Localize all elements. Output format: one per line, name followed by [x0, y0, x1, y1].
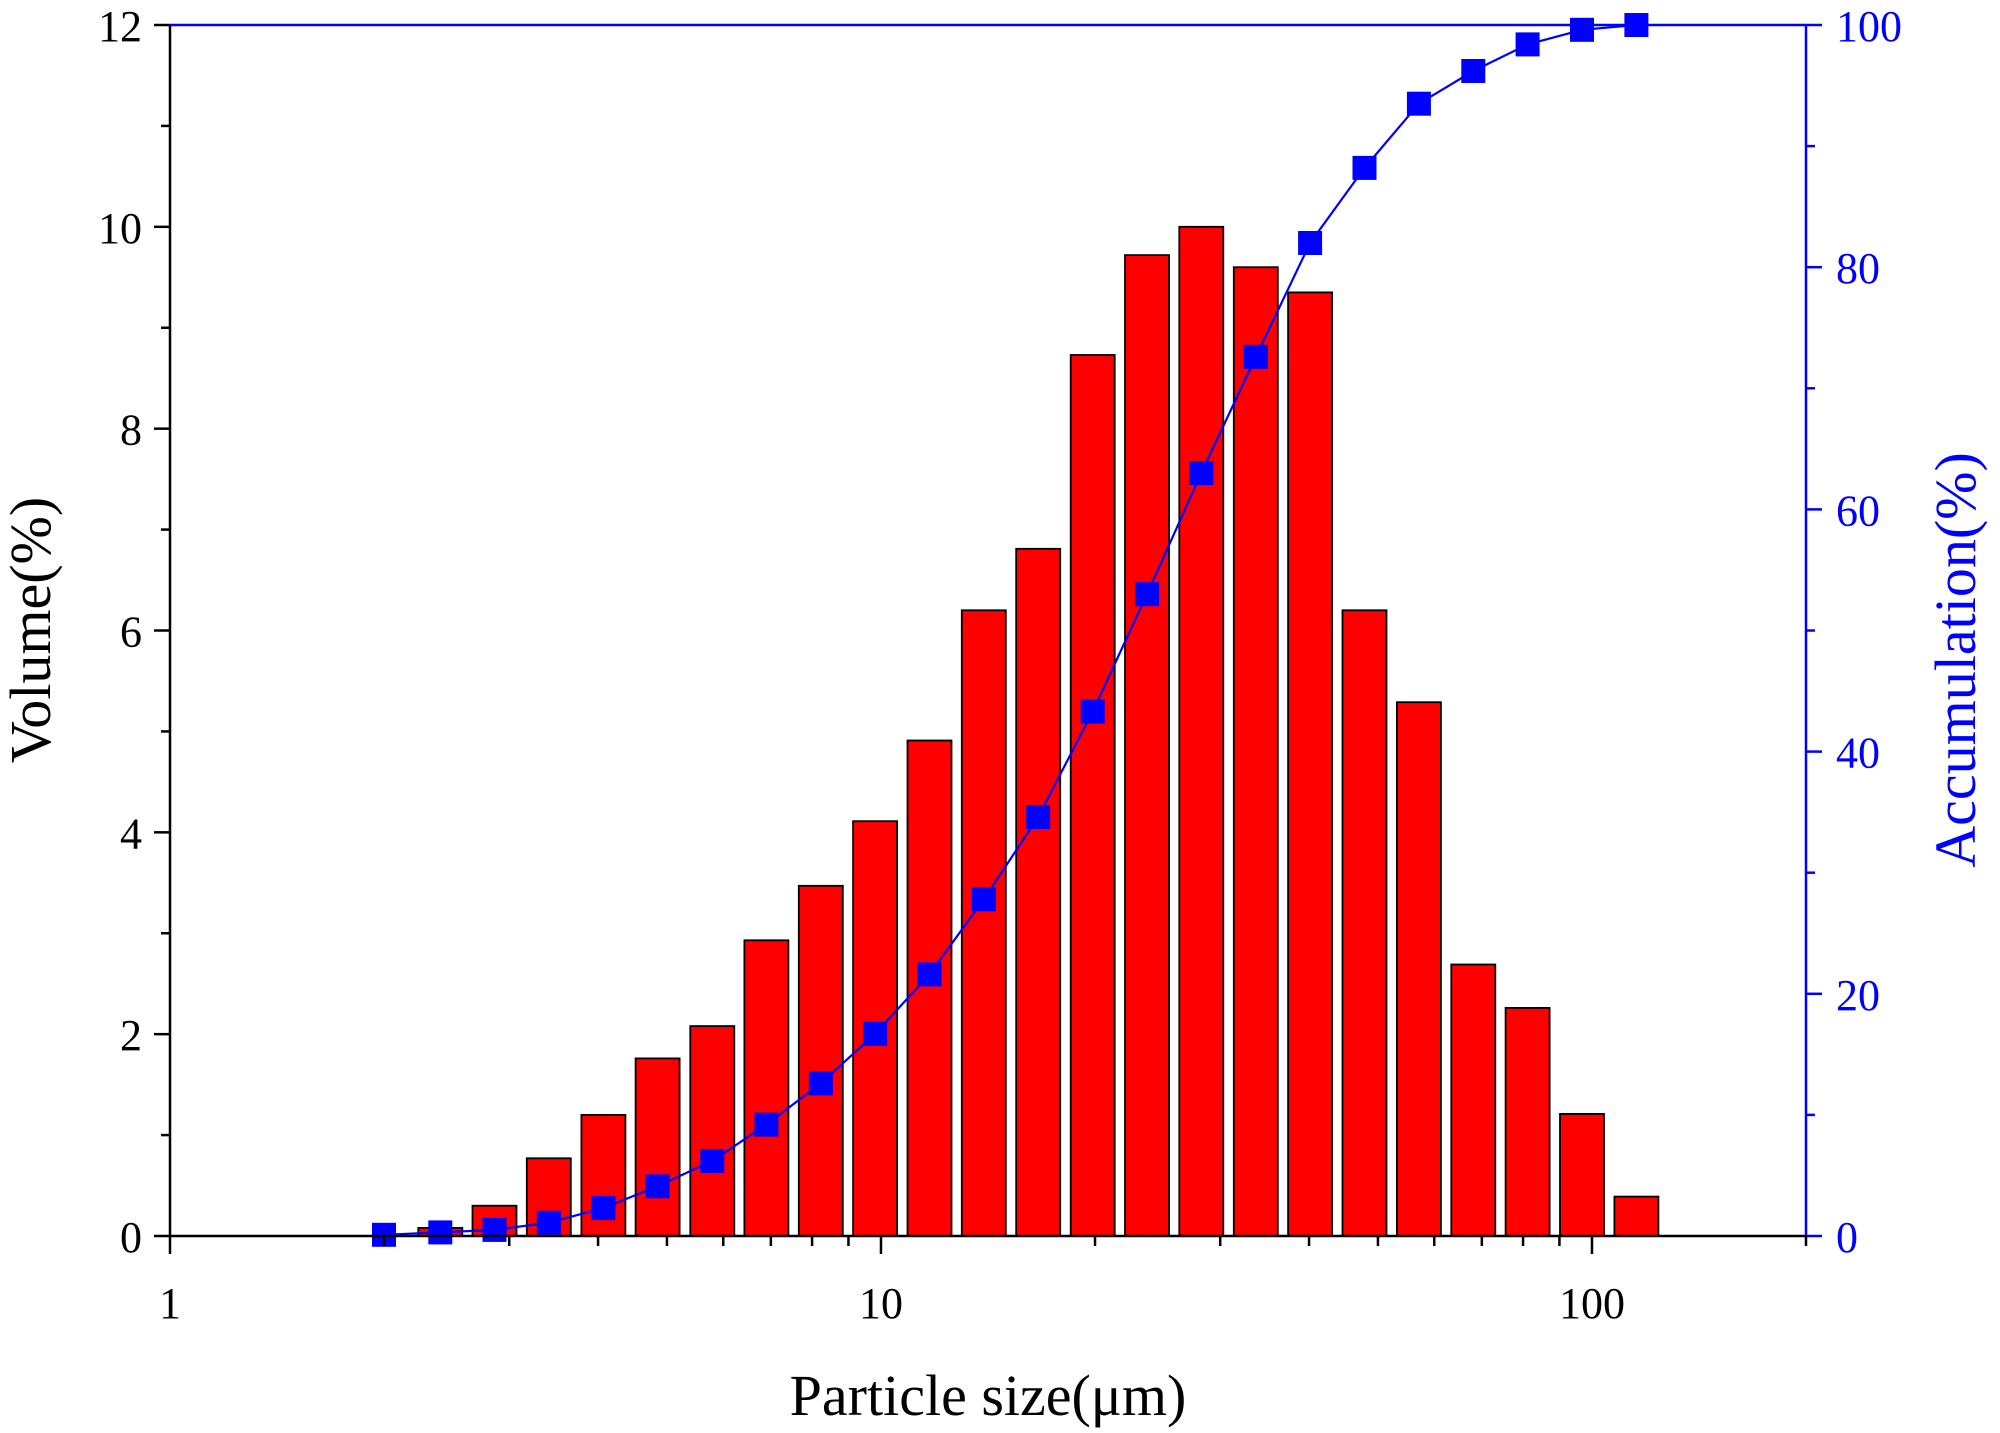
volume-bar: [634, 1057, 681, 1237]
accumulation-point: [700, 1148, 725, 1173]
accumulation-point: [971, 887, 996, 912]
x-tick-label: 100: [1559, 1279, 1625, 1328]
accumulation-point: [1026, 805, 1051, 829]
left-y-tick-label: 10: [98, 204, 142, 253]
volume-bar: [1069, 354, 1116, 1237]
volume-bar: [743, 939, 790, 1237]
accumulation-point: [1570, 17, 1594, 42]
x-tick-label: 1: [159, 1279, 181, 1328]
accumulation-point: [1461, 59, 1486, 83]
accumulation-point: [808, 1071, 833, 1096]
volume-bar: [1450, 963, 1497, 1237]
accumulation-point: [1298, 231, 1323, 255]
volume-bar: [1124, 254, 1170, 1237]
accumulation-point: [591, 1196, 616, 1221]
x-axis-label: Particle size(μm): [790, 1363, 1187, 1428]
accumulation-point: [645, 1174, 670, 1199]
right-y-tick-label: 100: [1836, 2, 1902, 51]
left-y-tick-label: 12: [98, 2, 142, 51]
accumulation-point: [1243, 344, 1268, 369]
left-y-axis-label: Volume(%): [0, 497, 63, 763]
accumulation-point: [1352, 155, 1377, 180]
right-y-tick-label: 0: [1836, 1213, 1858, 1262]
left-y-tick-label: 0: [120, 1213, 142, 1262]
x-tick-label: 10: [859, 1279, 903, 1328]
volume-bar: [797, 884, 844, 1237]
right-y-tick-label: 40: [1836, 729, 1880, 778]
volume-bar: [1613, 1195, 1660, 1237]
right-y-tick-label: 60: [1836, 486, 1880, 535]
volume-bar: [960, 609, 1007, 1237]
accumulation-point: [536, 1210, 561, 1235]
volume-bar: [906, 739, 953, 1237]
volume-bar: [689, 1025, 736, 1237]
axis-ticks: 0 2 4 6 8 10 12 0 20 40 60 80 100 1 10 100: [98, 2, 1902, 1328]
volume-bar: [1341, 609, 1388, 1237]
accumulation-point: [917, 962, 942, 987]
accumulation-point: [1080, 699, 1105, 724]
accumulation-series: [372, 13, 1649, 1247]
volume-bar: [1396, 701, 1442, 1237]
right-y-axis-label: Accumulation(%): [1923, 452, 1988, 868]
accumulation-point: [863, 1021, 888, 1046]
left-y-tick-label: 4: [120, 809, 142, 858]
accumulation-point: [1515, 32, 1540, 57]
volume-bar: [1559, 1113, 1605, 1237]
volume-bar: [1178, 225, 1225, 1237]
left-y-tick-label: 2: [120, 1011, 142, 1060]
volume-bar: [1287, 291, 1333, 1237]
volume-bars: [417, 225, 1660, 1237]
volume-bar: [1232, 266, 1279, 1237]
volume-bar: [1504, 1007, 1551, 1237]
accumulation-point: [754, 1112, 779, 1137]
left-y-tick-label: 6: [120, 608, 142, 657]
accumulation-point: [482, 1217, 507, 1242]
volume-bar: [1015, 547, 1062, 1237]
left-y-tick-label: 8: [120, 406, 142, 455]
accumulation-point: [1406, 91, 1431, 116]
accumulation-point: [1135, 582, 1159, 607]
accumulation-point: [1189, 461, 1214, 486]
right-y-tick-label: 20: [1836, 971, 1880, 1020]
accumulation-point: [428, 1220, 453, 1245]
right-y-tick-label: 80: [1836, 244, 1880, 293]
